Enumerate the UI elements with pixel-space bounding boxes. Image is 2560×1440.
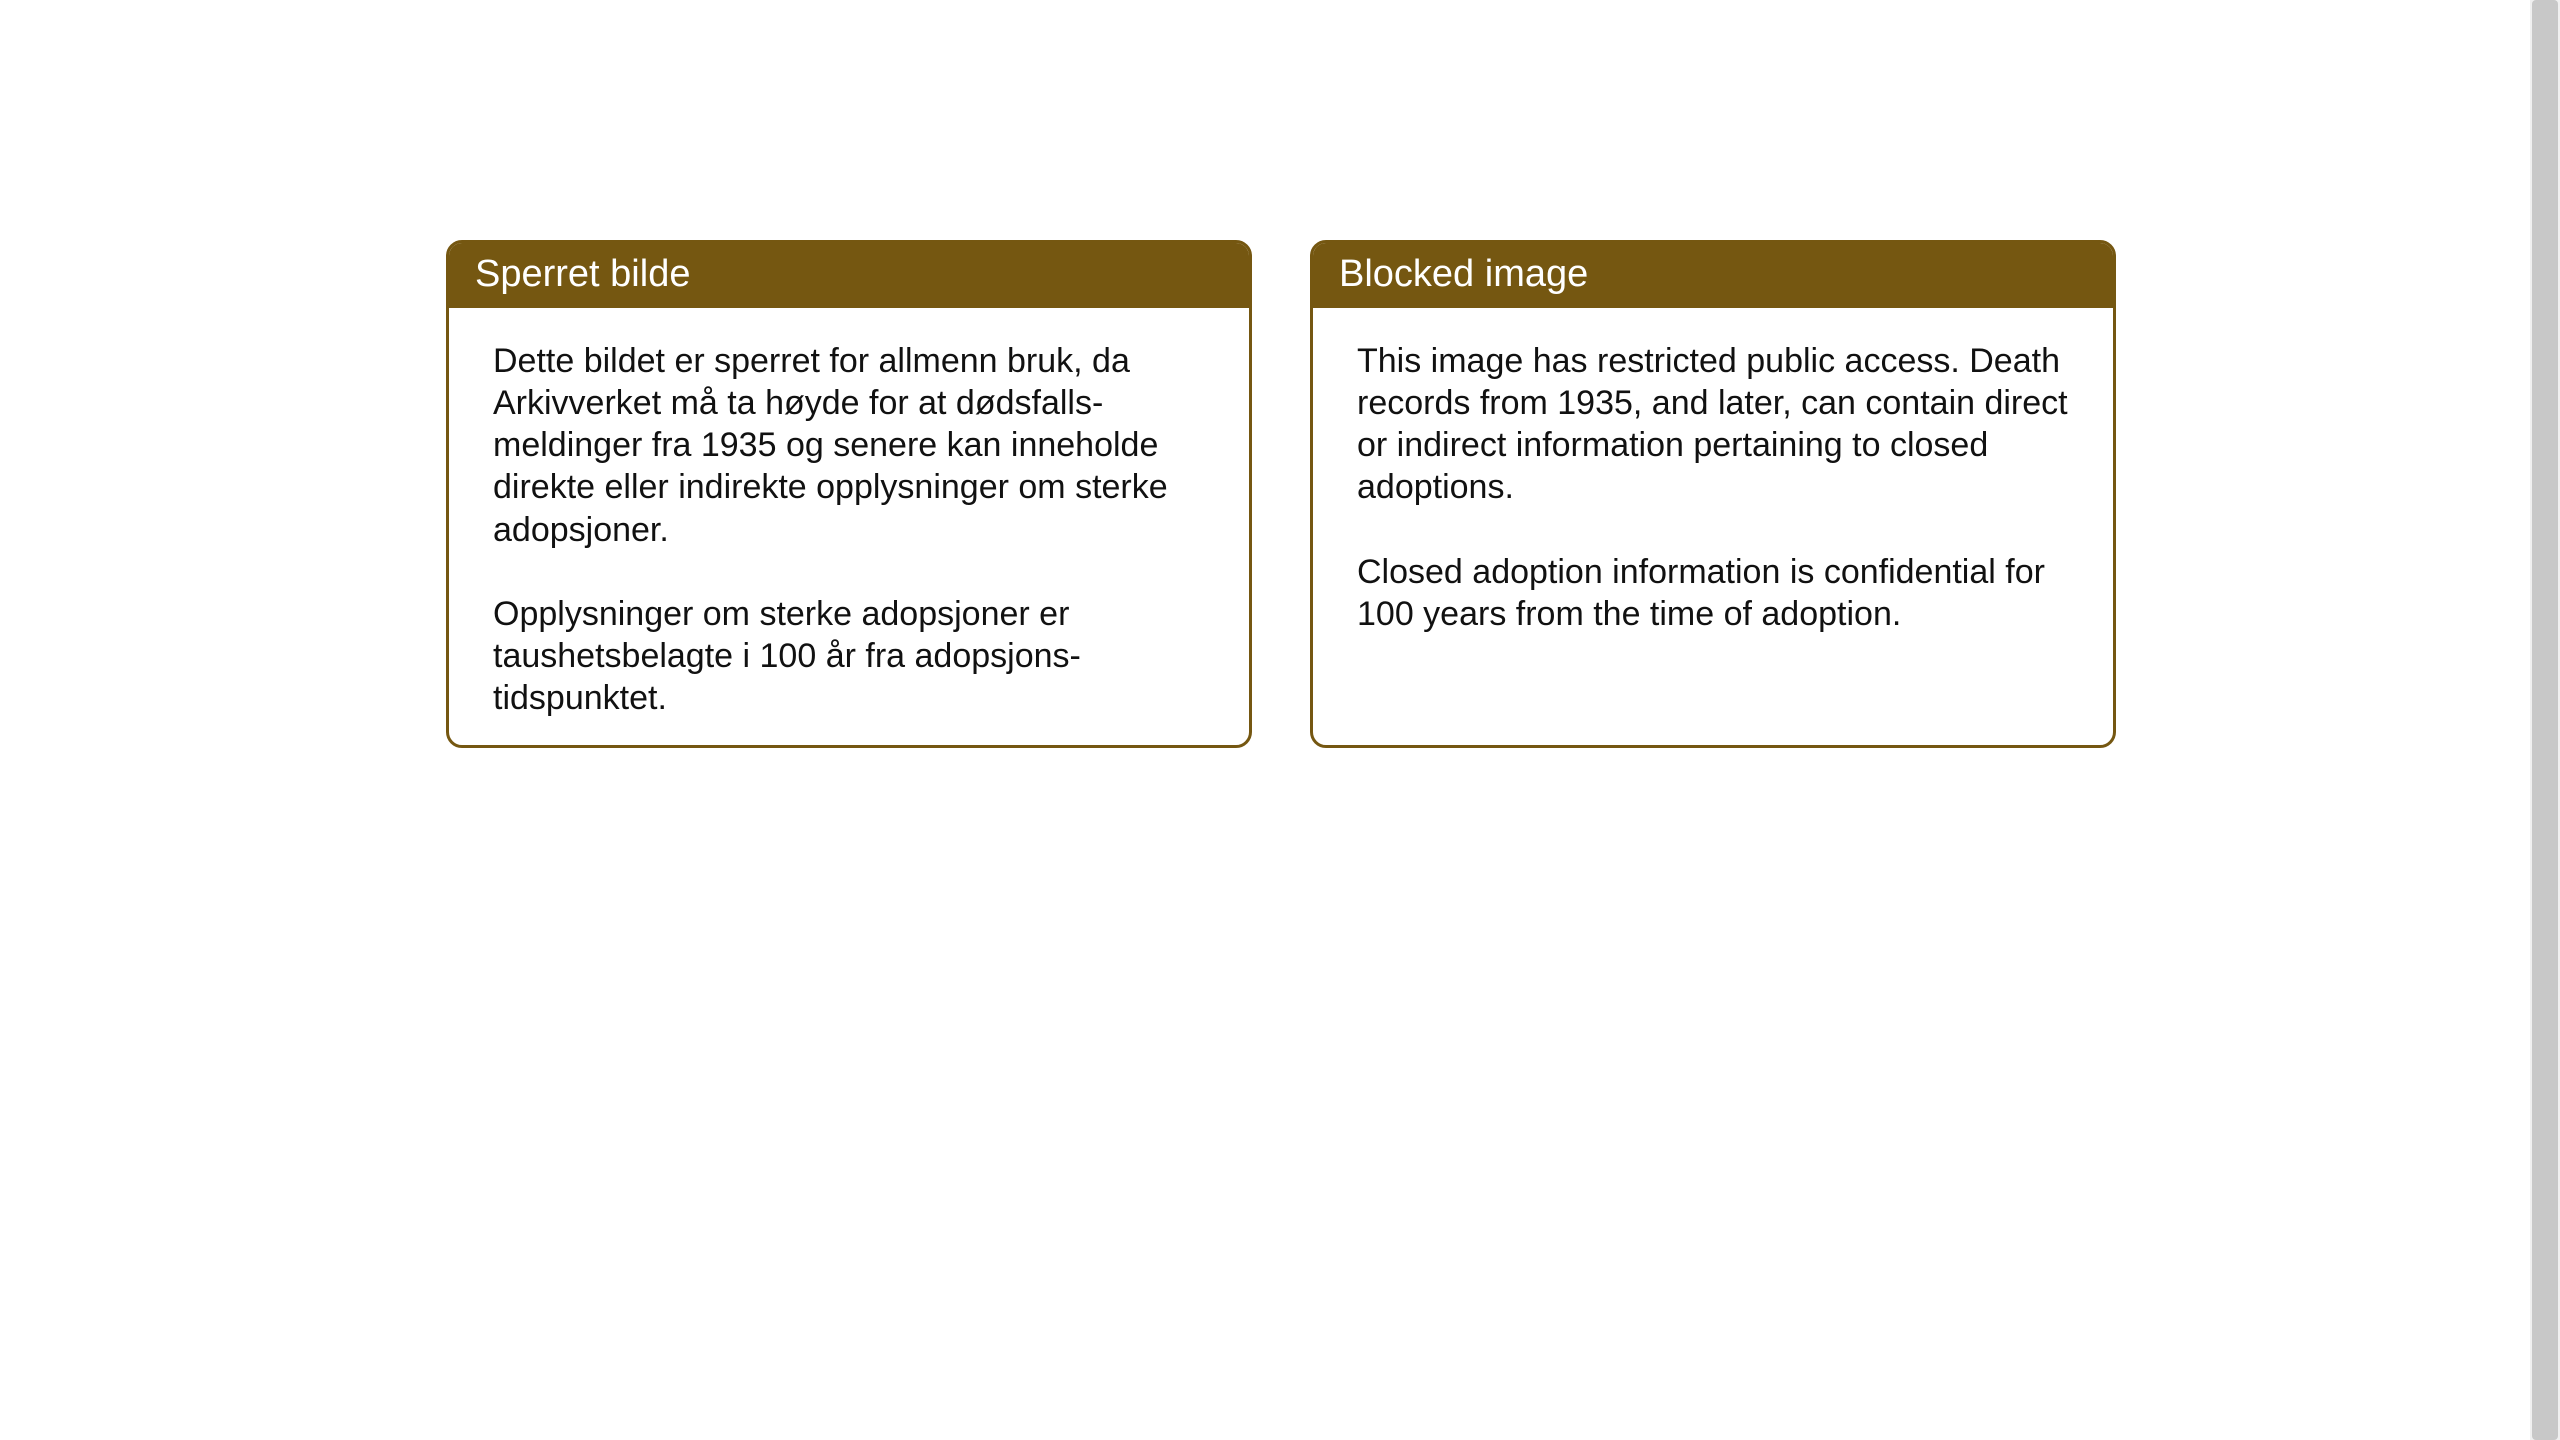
card-header-norwegian: Sperret bilde [449, 243, 1249, 308]
notice-container: Sperret bilde Dette bildet er sperret fo… [446, 240, 2116, 748]
paragraph-text: Opplysninger om sterke adopsjoner er tau… [493, 593, 1205, 719]
card-body-norwegian: Dette bildet er sperret for allmenn bruk… [449, 308, 1249, 748]
scrollbar-track[interactable] [2530, 0, 2560, 1440]
paragraph-text: This image has restricted public access.… [1357, 340, 2069, 509]
card-header-english: Blocked image [1313, 243, 2113, 308]
paragraph-text: Dette bildet er sperret for allmenn bruk… [493, 340, 1205, 551]
notice-card-norwegian: Sperret bilde Dette bildet er sperret fo… [446, 240, 1252, 748]
card-body-english: This image has restricted public access.… [1313, 308, 2113, 667]
paragraph-text: Closed adoption information is confident… [1357, 551, 2069, 635]
notice-card-english: Blocked image This image has restricted … [1310, 240, 2116, 748]
scrollbar-thumb[interactable] [2532, 0, 2558, 1440]
